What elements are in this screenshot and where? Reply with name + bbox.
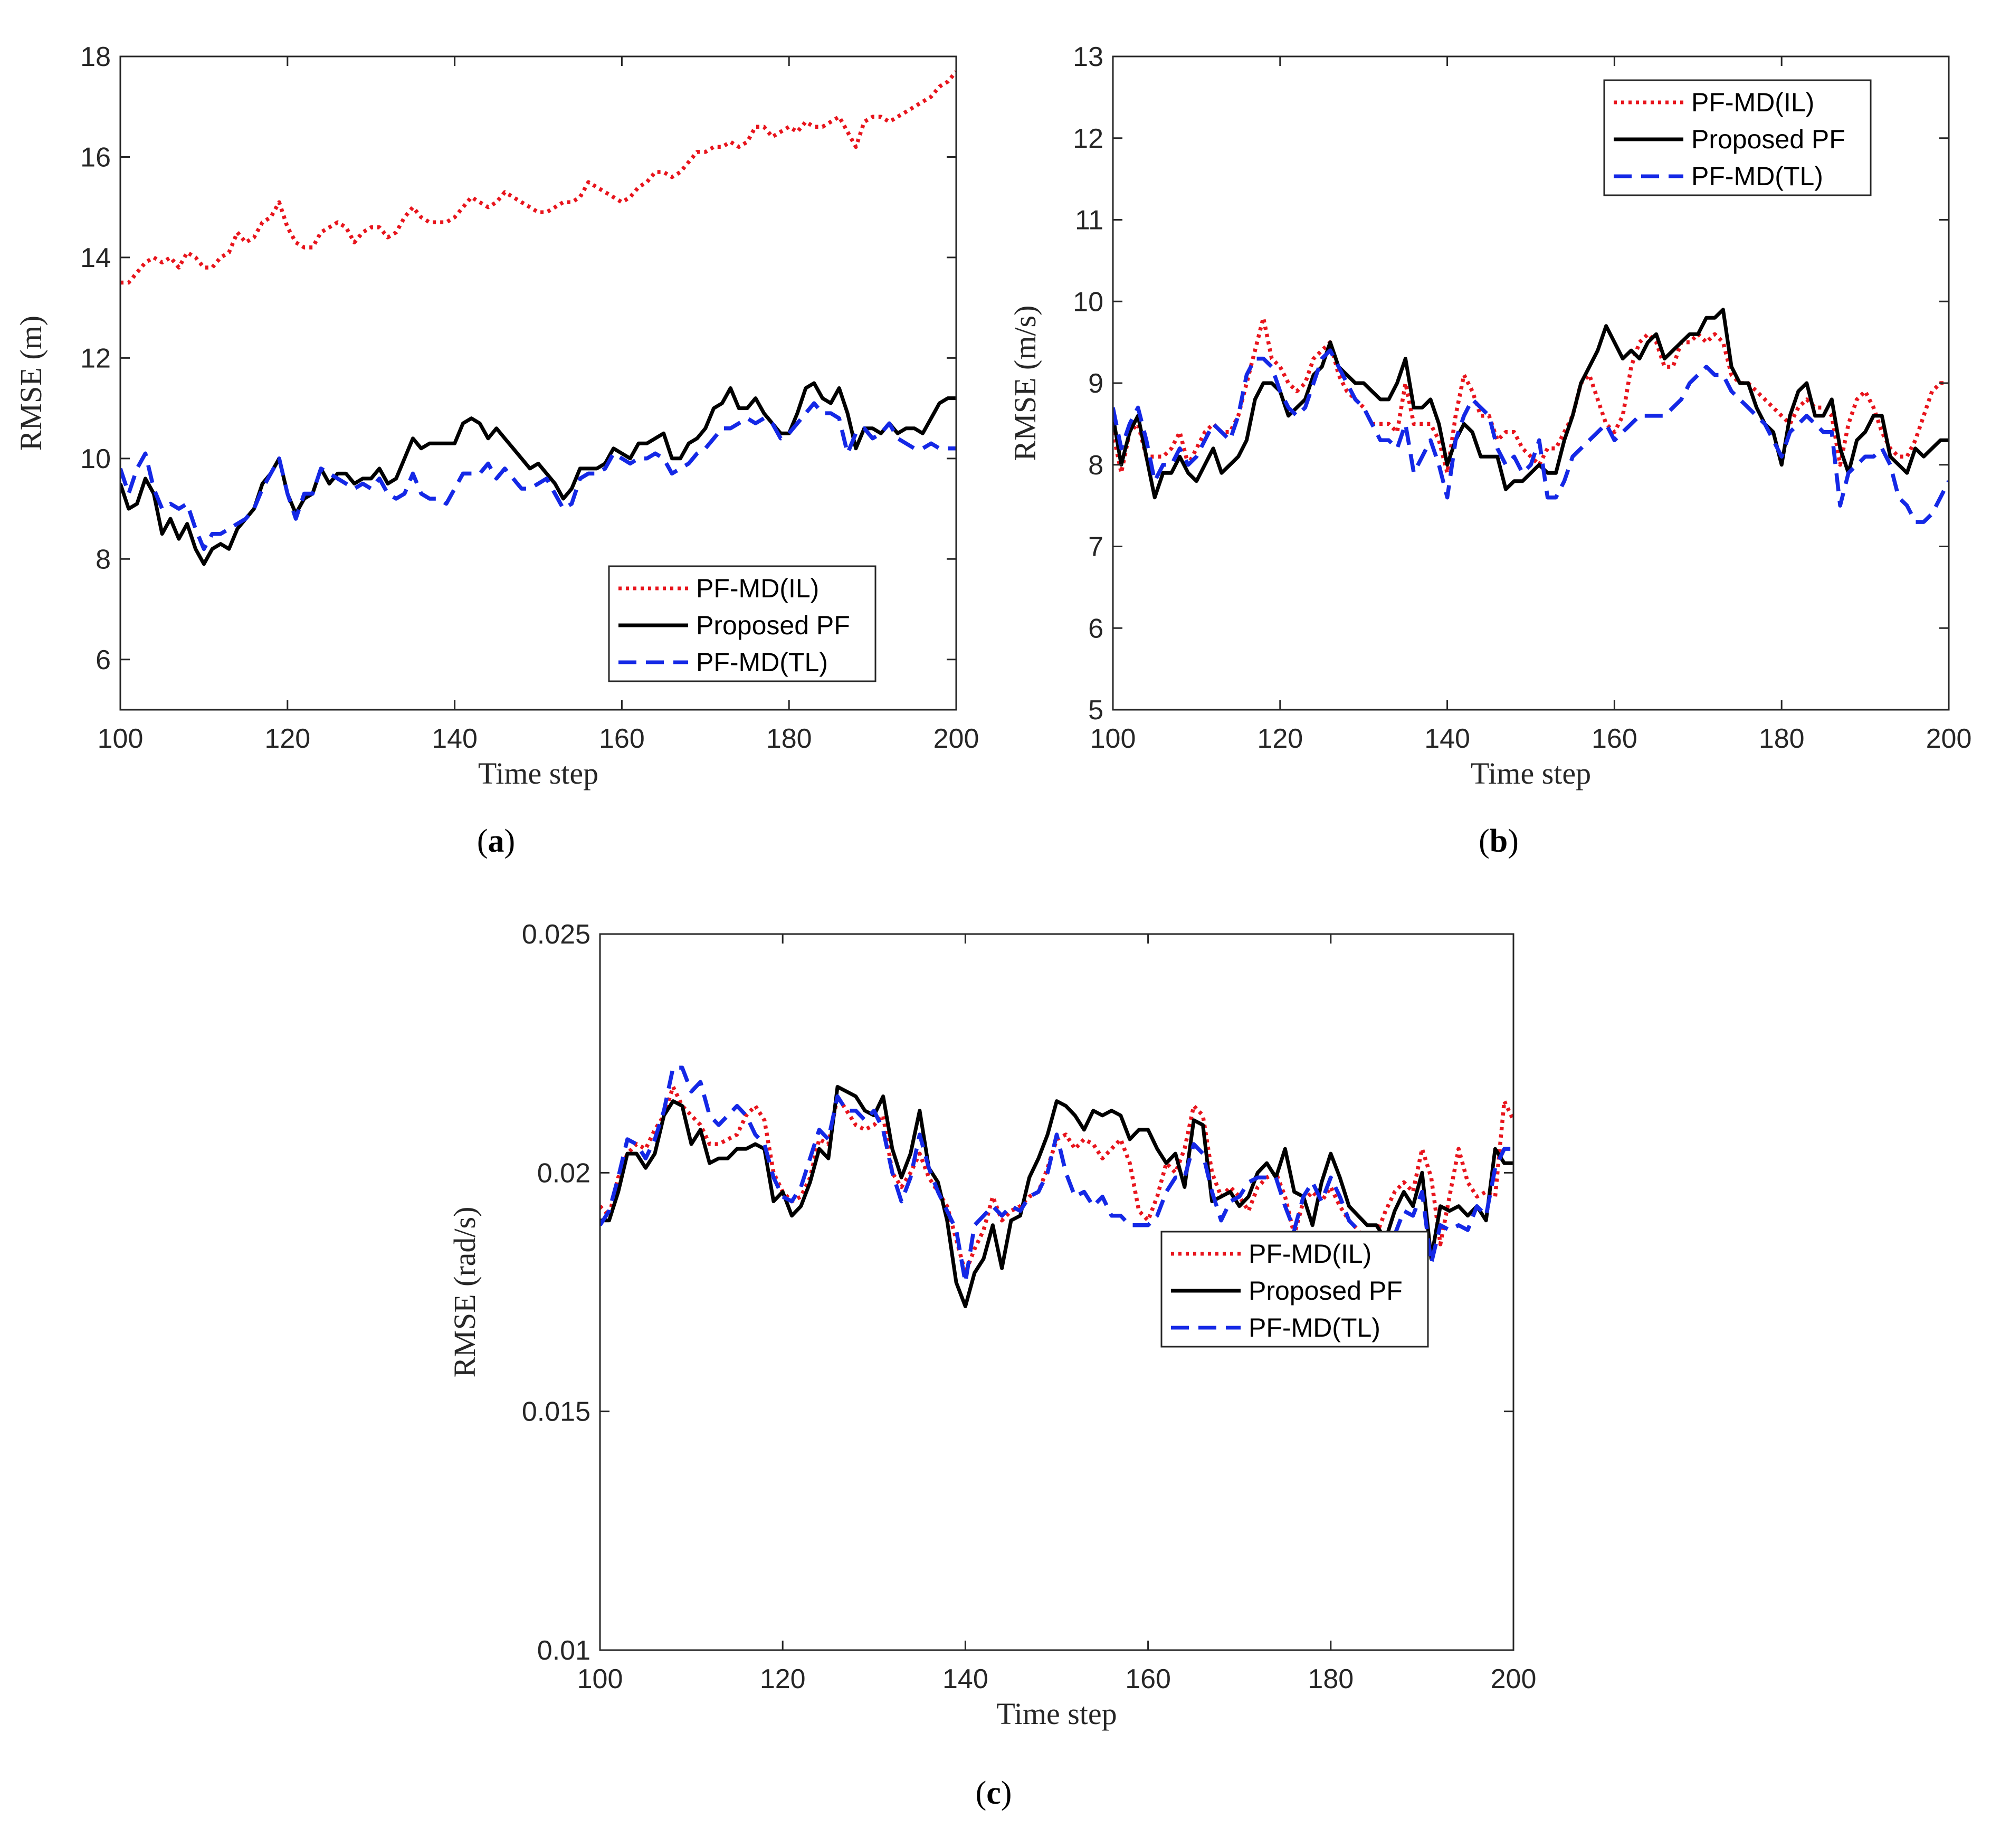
legend: PF-MD(IL) Proposed PF PF-MD(TL) bbox=[1603, 79, 1872, 196]
y-tick-label: 9 bbox=[1088, 368, 1103, 399]
chart-panel-c: 100 120 140 160 180 200 0.01 0.015 0.02 0.025 Time… bbox=[447, 919, 1536, 1811]
legend-label: Proposed PF bbox=[1691, 125, 1845, 154]
y-tick-label: 12 bbox=[1073, 123, 1103, 154]
y-tick-label: 10 bbox=[80, 444, 111, 474]
legend-label: PF-MD(TL) bbox=[696, 647, 828, 677]
series-line-pf-md-tl- bbox=[1113, 348, 1949, 524]
y-tick-label: 12 bbox=[80, 343, 111, 374]
y-tick-label: 16 bbox=[80, 142, 111, 173]
x-tick-label: 100 bbox=[1090, 723, 1136, 754]
x-tick-label: 140 bbox=[1424, 723, 1470, 754]
legend-label: PF-MD(IL) bbox=[1249, 1239, 1371, 1269]
y-tick-label: 13 bbox=[1073, 42, 1103, 72]
y-tick-label: 0.02 bbox=[537, 1158, 590, 1188]
panel-caption: (b) bbox=[1479, 823, 1519, 859]
x-tick-label: 180 bbox=[766, 723, 812, 754]
series-line-pf-md-tl- bbox=[120, 401, 956, 551]
y-axis-label: RMSE (rad/s) bbox=[447, 1207, 482, 1378]
y-axis-label: RMSE (m) bbox=[14, 316, 48, 451]
x-tick-label: 120 bbox=[760, 1664, 806, 1694]
x-axis-label: Time step bbox=[478, 756, 598, 790]
series-line-pf-md-il- bbox=[1113, 316, 1949, 475]
x-tick-label: 160 bbox=[599, 723, 645, 754]
y-tick-label: 0.015 bbox=[522, 1397, 590, 1427]
legend-label: Proposed PF bbox=[696, 611, 850, 640]
y-tick-label: 6 bbox=[96, 645, 111, 675]
x-tick-label: 180 bbox=[1308, 1664, 1354, 1694]
x-tick-label: 120 bbox=[1257, 723, 1303, 754]
series-line-proposed-pf bbox=[600, 1085, 1513, 1309]
y-tick-label: 10 bbox=[1073, 287, 1103, 317]
legend-label: Proposed PF bbox=[1249, 1276, 1403, 1306]
panel-caption: (c) bbox=[976, 1775, 1012, 1811]
series-line-pf-md-il- bbox=[120, 70, 956, 285]
legend-label: PF-MD(IL) bbox=[1691, 88, 1814, 117]
x-tick-label: 100 bbox=[98, 723, 144, 754]
y-tick-label: 0.025 bbox=[522, 919, 590, 950]
y-tick-label: 7 bbox=[1088, 532, 1103, 563]
panel-caption: (a) bbox=[477, 823, 515, 859]
x-tick-label: 200 bbox=[1926, 723, 1972, 754]
legend: PF-MD(IL) Proposed PF PF-MD(TL) bbox=[608, 565, 877, 682]
legend-label: PF-MD(TL) bbox=[1691, 161, 1823, 191]
series-line-pf-md-il- bbox=[600, 1084, 1513, 1275]
x-tick-label: 140 bbox=[942, 1664, 988, 1694]
axes-box bbox=[599, 933, 1514, 1651]
legend-label: PF-MD(IL) bbox=[696, 574, 819, 603]
chart-panel-b: 100 120 140 160 180 200 5 6 7 8 9 10 11 12 13 Time step… bbox=[1008, 42, 1971, 859]
x-tick-label: 200 bbox=[933, 723, 979, 754]
legend-label: PF-MD(TL) bbox=[1249, 1313, 1380, 1342]
y-tick-label: 0.01 bbox=[537, 1635, 590, 1666]
x-tick-label: 180 bbox=[1759, 723, 1805, 754]
y-tick-label: 8 bbox=[1088, 450, 1103, 481]
x-tick-label: 100 bbox=[577, 1664, 623, 1694]
x-tick-label: 120 bbox=[264, 723, 310, 754]
axes-box bbox=[119, 55, 957, 711]
y-tick-label: 6 bbox=[1088, 613, 1103, 644]
y-tick-label: 5 bbox=[1088, 695, 1103, 726]
x-tick-label: 200 bbox=[1491, 1664, 1537, 1694]
chart-panel-a: 100 120 140 160 180 200 6 8 10 12 14 16 18 Time step R… bbox=[14, 42, 979, 859]
x-axis-label: Time step bbox=[996, 1697, 1117, 1731]
y-tick-label: 18 bbox=[80, 42, 111, 72]
x-axis-label: Time step bbox=[1471, 756, 1591, 790]
legend: PF-MD(IL) Proposed PF PF-MD(TL) bbox=[1160, 1231, 1429, 1348]
y-tick-label: 14 bbox=[80, 243, 111, 273]
x-tick-label: 160 bbox=[1125, 1664, 1171, 1694]
y-tick-label: 8 bbox=[96, 544, 111, 575]
y-axis-label: RMSE (m/s) bbox=[1008, 306, 1042, 461]
x-tick-label: 140 bbox=[432, 723, 478, 754]
x-tick-label: 160 bbox=[1592, 723, 1637, 754]
y-tick-label: 11 bbox=[1075, 205, 1103, 236]
series-line-proposed-pf bbox=[1113, 308, 1949, 500]
